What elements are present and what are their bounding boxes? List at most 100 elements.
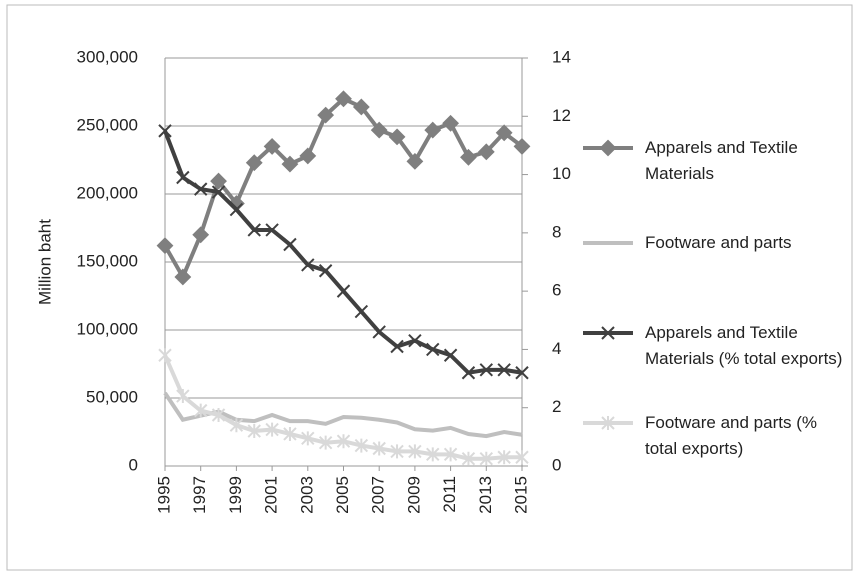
legend-label: Apparels and Textile Materials (% total … [645,323,843,368]
marker [265,422,279,437]
series-line [163,130,523,375]
y2-tick-label: 12 [552,106,571,125]
marker [336,434,351,449]
marker [370,121,388,139]
marker [283,426,297,441]
marker [283,237,297,252]
marker [408,444,422,459]
marker [461,451,476,466]
marker [211,408,226,422]
marker [247,223,261,237]
marker [354,438,369,453]
marker [299,147,317,165]
marker [211,185,226,199]
legend-label: Footware and parts [645,233,792,252]
marker [210,172,227,190]
y-tick-label: 300,000 [77,47,138,66]
marker [513,137,531,155]
marker [408,333,422,348]
marker [443,447,458,462]
y-tick-label: 250,000 [77,115,138,134]
marker [156,237,174,255]
marker [193,182,208,196]
marker [388,128,406,146]
marker [442,114,460,132]
marker [495,124,513,142]
x-tick-label: 1995 [154,476,173,514]
marker [229,418,244,433]
legend-label: Apparels and Textile Materials [645,138,798,183]
marker [461,366,476,380]
y-tick-label: 100,000 [77,319,138,338]
marker [352,98,370,116]
marker [372,325,386,339]
x-tick-label: 2011 [440,476,459,513]
marker [443,348,458,362]
y2-tick-label: 0 [552,455,561,474]
x-tick-label: 1997 [190,476,209,514]
x-tick-label: 2009 [404,476,423,514]
marker [301,431,315,446]
marker [497,450,511,465]
marker [390,444,404,459]
y-tick-label: 0 [129,455,138,474]
x-tick-label: 2015 [511,476,530,514]
marker [354,304,369,319]
marker [335,90,352,108]
y2-tick-label: 6 [552,281,561,300]
y2-tick-label: 4 [552,339,561,358]
marker [174,268,192,286]
x-tick-label: 1999 [226,476,245,514]
y-tick-label: 200,000 [77,183,138,202]
marker [263,137,281,155]
y2-tick-label: 8 [552,222,561,241]
marker [176,170,190,185]
y-axis-label: Million baht [35,219,54,305]
marker [390,339,404,354]
x-tick-label: 2003 [297,476,316,514]
marker [229,202,244,217]
marker [479,451,494,466]
marker [497,363,511,377]
marker [318,435,333,450]
marker [301,258,315,272]
marker [515,366,529,380]
marker [599,139,617,157]
marker [193,403,208,418]
marker [158,348,172,363]
marker [247,424,261,439]
x-tick-label: 2001 [262,476,281,514]
marker [265,223,279,237]
marker [176,389,190,404]
frame [6,4,853,571]
y2-tick-label: 10 [552,164,571,183]
marker [406,152,424,170]
series-line [163,391,523,439]
marker [372,441,386,456]
marker [426,447,440,462]
y2-tick-label: 14 [552,47,571,66]
marker [192,226,210,244]
marker [158,124,172,138]
marker [426,342,440,357]
marker [477,143,495,161]
marker [515,450,529,465]
x-tick-label: 2013 [476,476,495,514]
marker [336,284,351,298]
marker [317,106,335,124]
marker [424,121,442,139]
legend-label: Footware and parts (% total exports) [645,413,817,458]
marker [460,148,477,166]
x-tick-label: 2007 [369,476,388,514]
marker [318,264,333,278]
marker [281,155,299,173]
y-tick-label: 150,000 [77,251,138,270]
marker [479,363,494,377]
marker [601,326,615,340]
marker [245,154,263,172]
marker [601,416,615,430]
x-tick-label: 2005 [333,476,352,514]
y2-tick-label: 2 [552,397,561,416]
